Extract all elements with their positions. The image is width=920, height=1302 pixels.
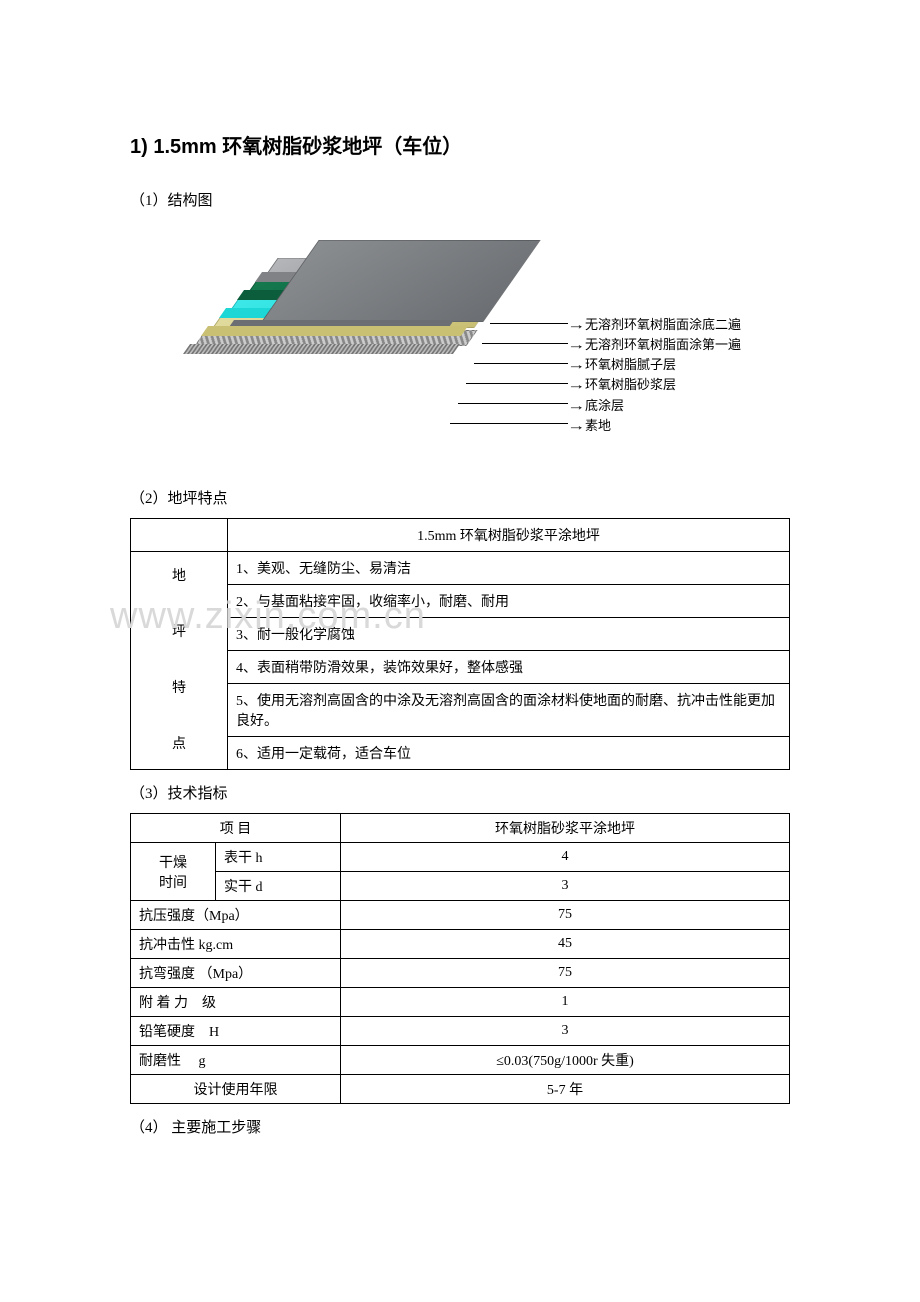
spec-param: 抗弯强度 （Mpa） [131, 959, 341, 988]
section-4-steps: （4） 主要施工步骤 [130, 1116, 790, 1137]
layer-label: 底涂层 [570, 396, 741, 416]
spec-value: 4 [341, 843, 790, 872]
specs-header-left: 项 目 [131, 814, 341, 843]
spec-value: 45 [341, 930, 790, 959]
feature-row: 3、耐一般化学腐蚀 [228, 618, 790, 651]
spec-param: 抗压强度（Mpa） [131, 901, 341, 930]
spec-value: 3 [341, 872, 790, 901]
spec-param: 铅笔硬度 H [131, 1017, 341, 1046]
spec-value: 75 [341, 901, 790, 930]
features-table: 1.5mm 环氧树脂砂浆平涂地坪 地坪特点 1、美观、无缝防尘、易清洁 2、与基… [130, 518, 790, 770]
layer-label: 素地 [570, 416, 741, 436]
spec-value: 5-7 年 [341, 1075, 790, 1104]
spec-param: 实干 d [216, 872, 341, 901]
layer-label: 环氧树脂腻子层 [570, 355, 741, 375]
section-2-features: （2）地坪特点 [130, 487, 790, 508]
feature-row: 5、使用无溶剂高固含的中涂及无溶剂高固含的面涂材料使地面的耐磨、抗冲击性能更加良… [228, 684, 790, 737]
features-header: 1.5mm 环氧树脂砂浆平涂地坪 [228, 519, 790, 552]
specs-header-right: 环氧树脂砂浆平涂地坪 [341, 814, 790, 843]
layer-label: 无溶剂环氧树脂面涂底二遍 [570, 315, 741, 335]
spec-param: 设计使用年限 [131, 1075, 341, 1104]
feature-row: 2、与基面粘接牢固，收缩率小，耐磨、耐用 [228, 585, 790, 618]
spec-cat: 干燥时间 [131, 843, 216, 901]
feature-row: 1、美观、无缝防尘、易清洁 [228, 552, 790, 585]
layer-label: 无溶剂环氧树脂面涂第一遍 [570, 335, 741, 355]
section-3-specs: （3）技术指标 [130, 782, 790, 803]
spec-value: 3 [341, 1017, 790, 1046]
specs-table: 项 目 环氧树脂砂浆平涂地坪 干燥时间表干 h4实干 d3抗压强度（Mpa）75… [130, 813, 790, 1104]
layer-label: 环氧树脂砂浆层 [570, 375, 741, 395]
feature-row: 6、适用一定载荷，适合车位 [228, 737, 790, 770]
spec-value: 75 [341, 959, 790, 988]
spec-value: ≤0.03(750g/1000r 失重) [341, 1046, 790, 1075]
feature-row: 4、表面稍带防滑效果，装饰效果好，整体感强 [228, 651, 790, 684]
spec-param: 附 着 力 级 [131, 988, 341, 1017]
spec-param: 抗冲击性 kg.cm [131, 930, 341, 959]
spec-value: 1 [341, 988, 790, 1017]
page-title: 1) 1.5mm 环氧树脂砂浆地坪（车位） [130, 130, 790, 159]
section-1-structure: （1）结构图 [130, 189, 790, 210]
features-row-label: 地坪特点 [131, 552, 228, 770]
spec-param: 表干 h [216, 843, 341, 872]
spec-param: 耐磨性 g [131, 1046, 341, 1075]
layer-diagram: 无溶剂环氧树脂面涂底二遍无溶剂环氧树脂面涂第一遍环氧树脂腻子层环氧树脂砂浆层底涂… [150, 220, 810, 475]
